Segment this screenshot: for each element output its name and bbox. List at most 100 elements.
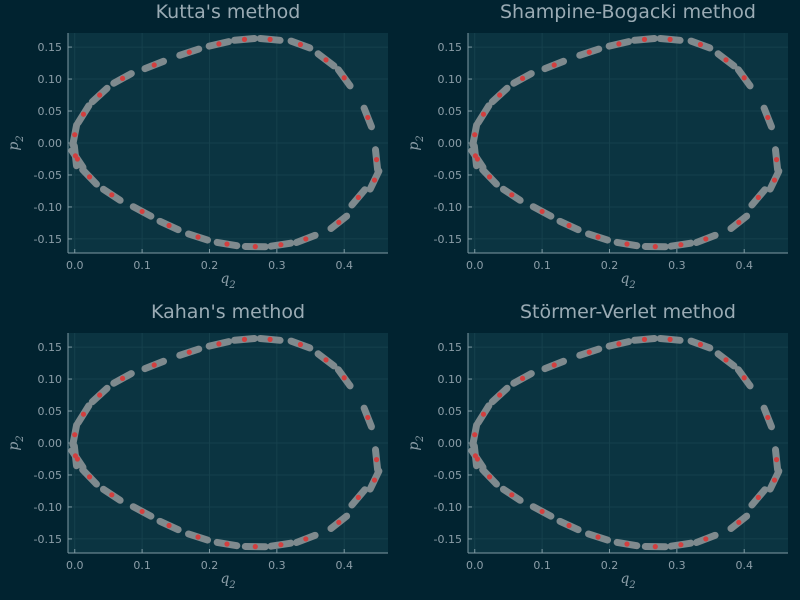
data-point: [216, 41, 222, 47]
x-axis-label: q2: [220, 571, 235, 591]
x-tick-label: 0.4: [735, 559, 753, 572]
data-point: [497, 392, 503, 398]
data-point: [139, 508, 145, 515]
y-tick-label: 0.05: [38, 405, 63, 418]
data-point: [641, 336, 648, 342]
x-tick-label: 0.4: [335, 259, 353, 272]
data-point: [323, 357, 329, 363]
y-axis-label: p2: [406, 135, 426, 150]
x-tick-label: 0.1: [133, 259, 151, 272]
data-point: [373, 457, 380, 463]
y-tick-label: 0.00: [38, 137, 63, 150]
y-tick-label: 0.00: [38, 437, 63, 450]
data-point: [497, 92, 503, 98]
data-point: [736, 219, 742, 225]
data-point: [641, 36, 648, 42]
data-point: [509, 492, 515, 498]
data-point: [119, 375, 126, 382]
data-point: [72, 132, 78, 138]
y-tick-label: 0.10: [438, 373, 463, 386]
data-point: [624, 241, 630, 247]
data-point: [624, 541, 630, 547]
x-tick-label: 0.0: [66, 559, 84, 572]
data-point: [480, 411, 487, 417]
y-tick-label: 0.15: [38, 341, 63, 354]
y-tick-label: 0.15: [438, 341, 463, 354]
x-tick-label: 0.4: [735, 259, 753, 272]
data-point: [80, 411, 87, 417]
data-point: [336, 519, 342, 525]
y-tick-label: 0.00: [438, 137, 463, 150]
panel-4: 0.0 0.1 0.2 0.3 0.4 -0.15 -0.10 -0.05 0.00 0.05 0.…: [406, 301, 788, 591]
y-tick-label: -0.10: [34, 201, 62, 214]
y-axis-label-main: p: [6, 442, 22, 451]
data-point: [586, 349, 592, 355]
data-point: [667, 36, 673, 42]
y-tick-label: -0.05: [34, 469, 62, 482]
y-tick-label: 0.05: [438, 105, 463, 118]
data-point: [365, 414, 371, 421]
data-point: [186, 349, 192, 355]
y-tick-label: 0.10: [38, 73, 63, 86]
y-tick-label: -0.10: [34, 501, 62, 514]
panel-3: 0.0 0.1 0.2 0.3 0.4 -0.15 -0.10 -0.05 0.00 0.05 0.…: [6, 301, 388, 591]
data-point: [97, 392, 103, 398]
data-point: [472, 132, 478, 138]
y-axis-label: p2: [6, 435, 26, 450]
y-tick-label: -0.15: [434, 533, 462, 546]
y-tick-label: -0.10: [434, 501, 462, 514]
x-tick-label: 0.2: [601, 259, 619, 272]
data-point: [755, 194, 761, 200]
y-tick-label: -0.05: [34, 169, 62, 182]
y-tick-label: 0.05: [438, 405, 463, 418]
data-point: [86, 474, 93, 480]
data-point: [252, 544, 258, 550]
data-point: [224, 241, 230, 247]
data-point: [519, 375, 526, 382]
panel-title: Störmer-Verlet method: [520, 301, 736, 323]
data-point: [755, 494, 761, 500]
x-tick-label: 0.3: [668, 559, 686, 572]
data-point: [303, 536, 309, 542]
data-point: [341, 75, 347, 81]
data-point: [80, 111, 87, 117]
data-point: [616, 41, 622, 47]
y-tick-label: 0.15: [38, 41, 63, 54]
y-tick-label: 0.15: [438, 41, 463, 54]
y-axis-label-main: p: [6, 142, 22, 151]
data-point: [474, 456, 481, 462]
data-point: [74, 156, 81, 162]
data-point: [551, 62, 557, 68]
data-point: [252, 244, 258, 250]
data-point: [97, 92, 103, 98]
y-axis-label-subscript: 2: [15, 435, 26, 442]
data-point: [472, 432, 478, 438]
panel-title: Kutta's method: [156, 1, 301, 23]
x-tick-label: 0.1: [133, 559, 151, 572]
y-axis-label-subscript: 2: [415, 135, 426, 142]
data-point: [303, 236, 309, 242]
data-point: [216, 341, 222, 347]
data-point: [355, 194, 361, 200]
data-point: [241, 336, 248, 342]
data-point: [151, 62, 157, 68]
x-tick-label: 0.2: [601, 559, 619, 572]
y-tick-label: 0.05: [38, 105, 63, 118]
data-point: [773, 157, 780, 163]
data-point: [595, 534, 601, 540]
x-tick-label: 0.1: [533, 559, 551, 572]
data-point: [224, 541, 230, 547]
x-tick-label: 0.0: [66, 259, 84, 272]
x-tick-label: 0.2: [201, 259, 219, 272]
x-axis-label-main: q: [620, 571, 629, 587]
data-point: [566, 222, 572, 229]
data-point: [741, 375, 747, 381]
y-tick-label: 0.10: [438, 73, 463, 86]
data-point: [151, 362, 157, 368]
data-point: [723, 57, 729, 63]
y-axis-label-subscript: 2: [15, 135, 26, 142]
data-point: [336, 219, 342, 225]
data-point: [371, 177, 378, 183]
data-point: [486, 174, 493, 180]
x-axis-label-subscript: 2: [628, 280, 635, 291]
